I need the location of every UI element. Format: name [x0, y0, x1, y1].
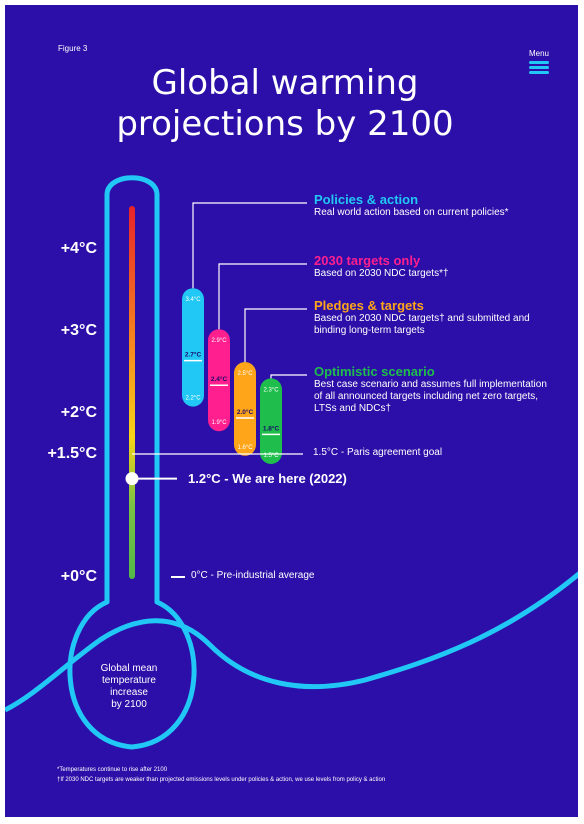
bulb-line: Global mean	[100, 663, 158, 674]
range-bar	[208, 329, 230, 432]
scenario-title: 2030 targets only	[314, 253, 421, 268]
median-label: 2.0°C	[237, 408, 254, 416]
reference-label: 0°C - Pre-industrial average	[191, 570, 315, 581]
connector-line	[244, 308, 307, 362]
title-line-2: projections by 2100	[116, 104, 454, 144]
range-high-label: 2.5°C	[237, 371, 253, 377]
menu-button[interactable]: Menu	[526, 49, 552, 76]
thermometer-outline	[67, 175, 197, 750]
y-tick-label: +4°C	[60, 240, 97, 257]
scenario-description: Best case scenario and assumes full impl…	[314, 379, 547, 414]
y-tick-label: +2°C	[60, 404, 97, 421]
hamburger-icon	[529, 61, 549, 74]
scenario-description: Based on 2030 NDC targets*†	[314, 268, 449, 279]
range-bar	[234, 362, 256, 456]
footnote-1: *Temperatures continue to rise after 210…	[57, 767, 168, 773]
range-low-label: 2.2°C	[185, 396, 201, 402]
scenario-description: Real world action based on current polic…	[314, 207, 509, 218]
page-title: Global warming projections by 2100	[115, 63, 455, 145]
mercury-column	[129, 206, 135, 579]
infographic-frame: 3.4°C 2.7°C 2.2°C 2.9°C 2.4°C 1.9°C 2.5°C 2.0°C…	[5, 5, 578, 817]
range-high-label: 3.4°C	[185, 297, 201, 303]
connector-line	[192, 202, 307, 289]
connector-line	[218, 263, 307, 330]
scenario-description: Based on 2030 NDC targets† and submitted…	[314, 313, 530, 336]
figure-label: Figure 3	[58, 44, 88, 53]
wave-line	[5, 571, 578, 713]
y-tick-label: +1.5°C	[47, 445, 97, 462]
connector-line	[270, 374, 307, 379]
scenario-title: Optimistic scenario	[314, 364, 435, 379]
range-high-label: 2.3°C	[263, 387, 279, 393]
range-low-label: 1.5°C	[263, 453, 279, 459]
bulb-caption: Global mean temperature increase by 2100	[93, 663, 165, 711]
bulb-line: temperature	[102, 675, 156, 686]
scenario-title: Policies & action	[314, 192, 419, 207]
bulb-line: by 2100	[111, 699, 147, 710]
reference-label: 1.2°C - We are here (2022)	[188, 470, 347, 486]
range-low-label: 1.6°C	[237, 445, 253, 451]
median-label: 1.8°C	[263, 424, 280, 432]
chart-canvas: 3.4°C 2.7°C 2.2°C 2.9°C 2.4°C 1.9°C 2.5°C 2.0°C…	[5, 175, 578, 750]
footnote-2: †If 2030 NDC targets are weaker than pro…	[57, 777, 386, 783]
bulb-line: increase	[110, 687, 148, 698]
y-tick-label: +3°C	[60, 322, 97, 339]
range-high-label: 2.9°C	[211, 338, 227, 344]
current-marker	[125, 472, 139, 486]
reference-label: 1.5°C - Paris agreement goal	[313, 447, 443, 458]
menu-label: Menu	[528, 49, 549, 58]
y-tick-label: +0°C	[60, 568, 97, 585]
range-low-label: 1.9°C	[211, 420, 227, 426]
median-label: 2.4°C	[211, 375, 228, 383]
title-line-1: Global warming	[151, 63, 419, 103]
median-label: 2.7°C	[185, 351, 202, 359]
range-bar	[260, 378, 282, 464]
range-bar	[182, 288, 204, 407]
scenario-title: Pledges & targets	[314, 298, 424, 313]
